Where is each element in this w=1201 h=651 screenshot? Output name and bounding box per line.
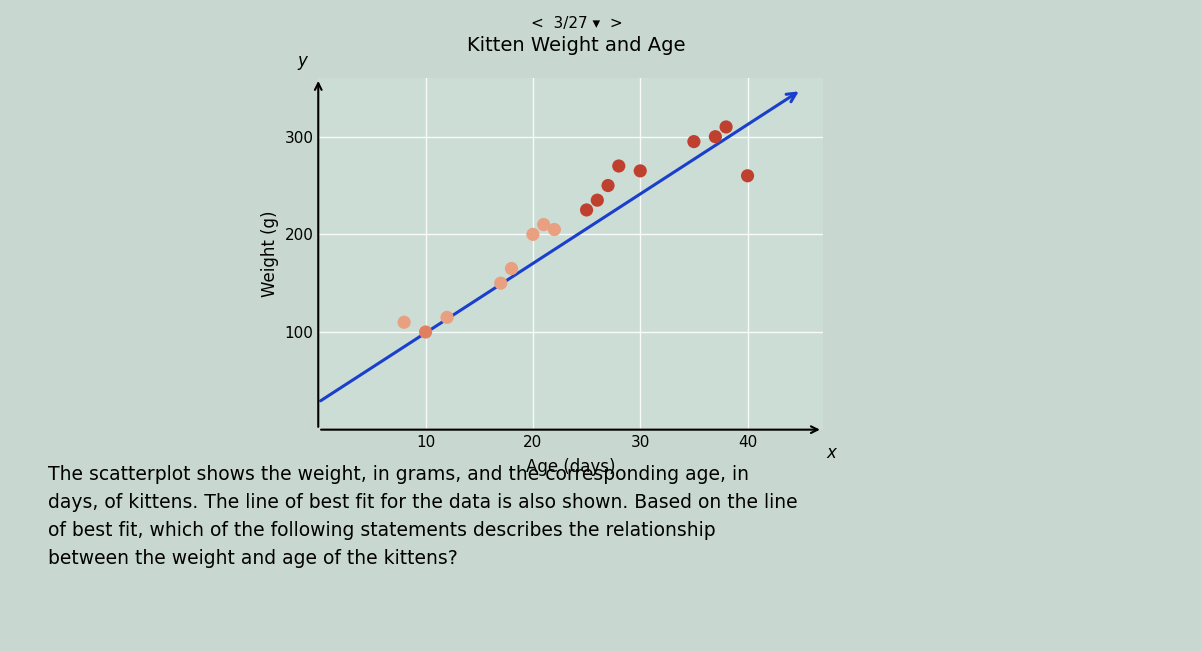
Text: y: y: [297, 52, 307, 70]
Point: [491, 278, 510, 288]
Text: The scatterplot shows the weight, in grams, and the corresponding age, in
days, : The scatterplot shows the weight, in gra…: [48, 465, 797, 568]
Point: [717, 122, 736, 132]
Point: [685, 136, 704, 146]
Point: [609, 161, 628, 171]
Point: [416, 327, 435, 337]
Point: [598, 180, 617, 191]
Point: [534, 219, 554, 230]
Point: [587, 195, 607, 205]
Text: Kitten Weight and Age: Kitten Weight and Age: [467, 36, 686, 55]
Point: [576, 204, 596, 215]
Point: [545, 224, 564, 234]
Point: [524, 229, 543, 240]
Point: [706, 132, 725, 142]
Y-axis label: Weight (g): Weight (g): [261, 211, 279, 297]
Text: x: x: [826, 444, 836, 462]
X-axis label: Age (days): Age (days): [526, 458, 615, 476]
Point: [502, 263, 521, 273]
Text: <  3/27 ▾  >: < 3/27 ▾ >: [531, 16, 622, 31]
Point: [737, 171, 757, 181]
Point: [437, 312, 456, 322]
Point: [394, 317, 413, 327]
Point: [631, 165, 650, 176]
